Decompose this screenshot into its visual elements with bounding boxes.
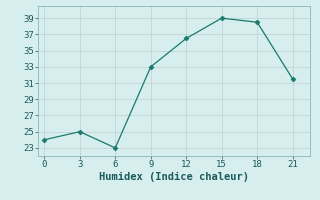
X-axis label: Humidex (Indice chaleur): Humidex (Indice chaleur) bbox=[100, 172, 249, 182]
